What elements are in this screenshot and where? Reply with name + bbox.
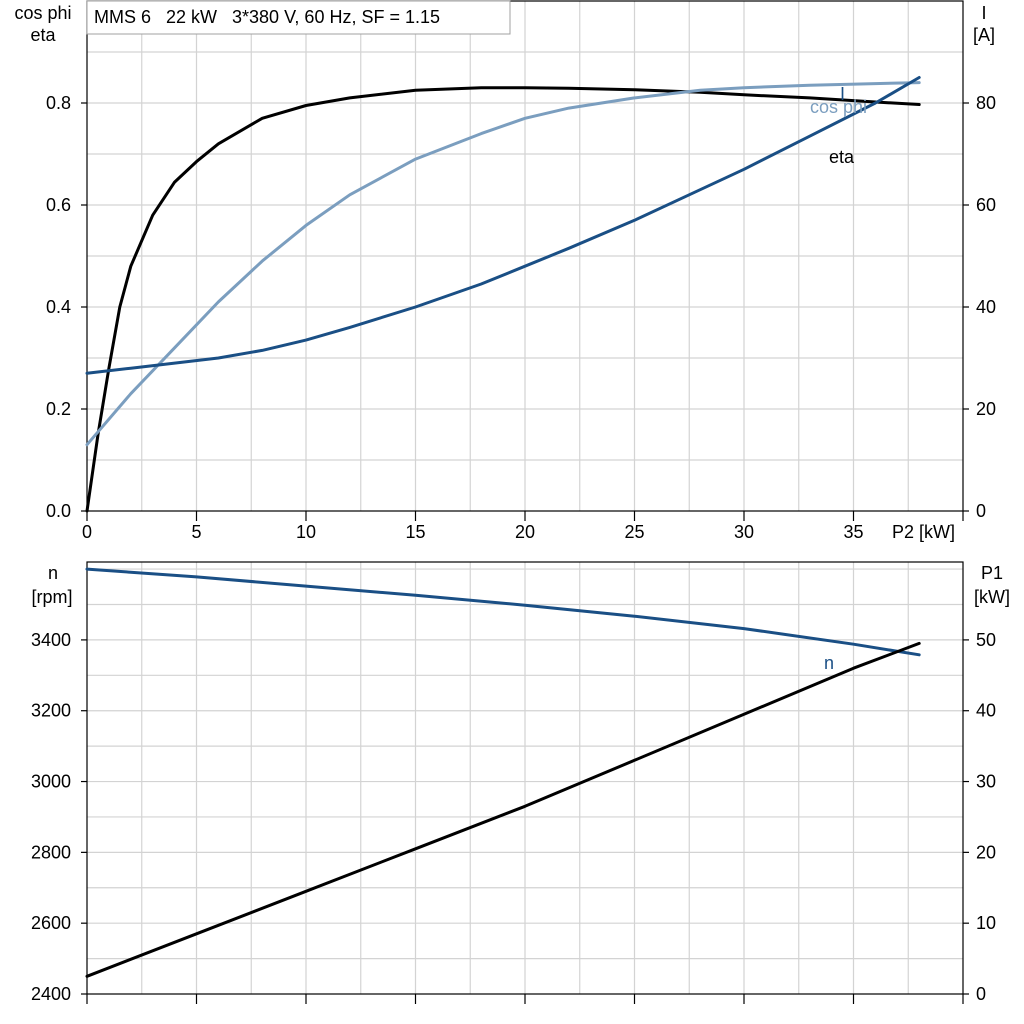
bottom-right-tick-label: 10 [976,913,996,933]
bottom-left-tick-label: 3200 [31,701,71,721]
series-line-p1-1 [85,641,921,978]
bottom-left-tick-label: 2400 [31,984,71,1004]
top-x-tick-label: 30 [734,522,754,542]
series-line-n [85,567,921,657]
x-axis-title-p2: P2 [kW] [892,522,955,542]
top-left-tick-label: 0.8 [46,93,71,113]
top-left-tick-label: 0.2 [46,399,71,419]
bottom-panel-grid [87,562,963,994]
right-axis-title-a: [A] [973,25,995,45]
bottom-left-tick-label: 3000 [31,772,71,792]
right-axis-title-i: I [981,3,986,23]
bottom-right-tick-label: 30 [976,772,996,792]
chart-title: MMS 6 22 kW 3*380 V, 60 Hz, SF = 1.15 [94,7,440,27]
top-x-tick-label: 10 [296,522,316,542]
series-line-cos-phi [85,81,921,447]
top-right-tick-label: 40 [976,297,996,317]
top-right-tick-label: 20 [976,399,996,419]
series-label-n: n [824,653,834,673]
bottom-right-tick-label: 40 [976,701,996,721]
series-line-eta [85,86,921,513]
bottom-left-tick-label: 2800 [31,842,71,862]
bottom-left-tick-label: 2600 [31,913,71,933]
series-label-eta: eta [829,147,855,167]
top-x-tick-label: 20 [515,522,535,542]
series-label-cos-phi: cos phi [810,97,867,117]
left-axis-title-n: n [48,563,58,583]
top-x-tick-label: 35 [843,522,863,542]
right-axis-title-kw: [kW] [974,587,1010,607]
left-axis-title-rpm: [rpm] [31,587,72,607]
top-panel-tick-labels: 0.0 0.2 0.4 0.6 0.8 0 20 40 60 80 0 5 10 15 20 25 30 35 [46,93,996,542]
top-panel-grid [87,1,963,511]
top-x-tick-label: 5 [191,522,201,542]
right-axis-title-p1: P1 [981,563,1003,583]
series-label-i: I [840,84,845,104]
bottom-left-tick-label: 3400 [31,630,71,650]
bottom-right-tick-label: 50 [976,630,996,650]
left-axis-title-cos-phi: cos phi [14,3,71,23]
top-left-tick-label: 0.4 [46,297,71,317]
series-line-i [85,76,921,375]
top-left-tick-label: 0.6 [46,195,71,215]
bottom-right-tick-label: 0 [976,984,986,1004]
bottom-right-tick-label: 20 [976,842,996,862]
left-axis-title-eta: eta [30,25,56,45]
top-right-tick-label: 80 [976,93,996,113]
top-x-tick-label: 0 [82,522,92,542]
top-x-tick-label: 15 [405,522,425,542]
chart-title-box [86,0,511,35]
top-x-tick-label: 25 [624,522,644,542]
top-right-tick-label: 60 [976,195,996,215]
bottom-panel-curves [85,567,921,978]
bottom-panel-tick-labels: 2400 2600 2800 3000 3200 3400 0 10 20 30 40 50 [31,630,996,1004]
top-panel-curves [85,76,921,513]
top-right-tick-label: 0 [976,501,986,521]
top-left-tick-label: 0.0 [46,501,71,521]
